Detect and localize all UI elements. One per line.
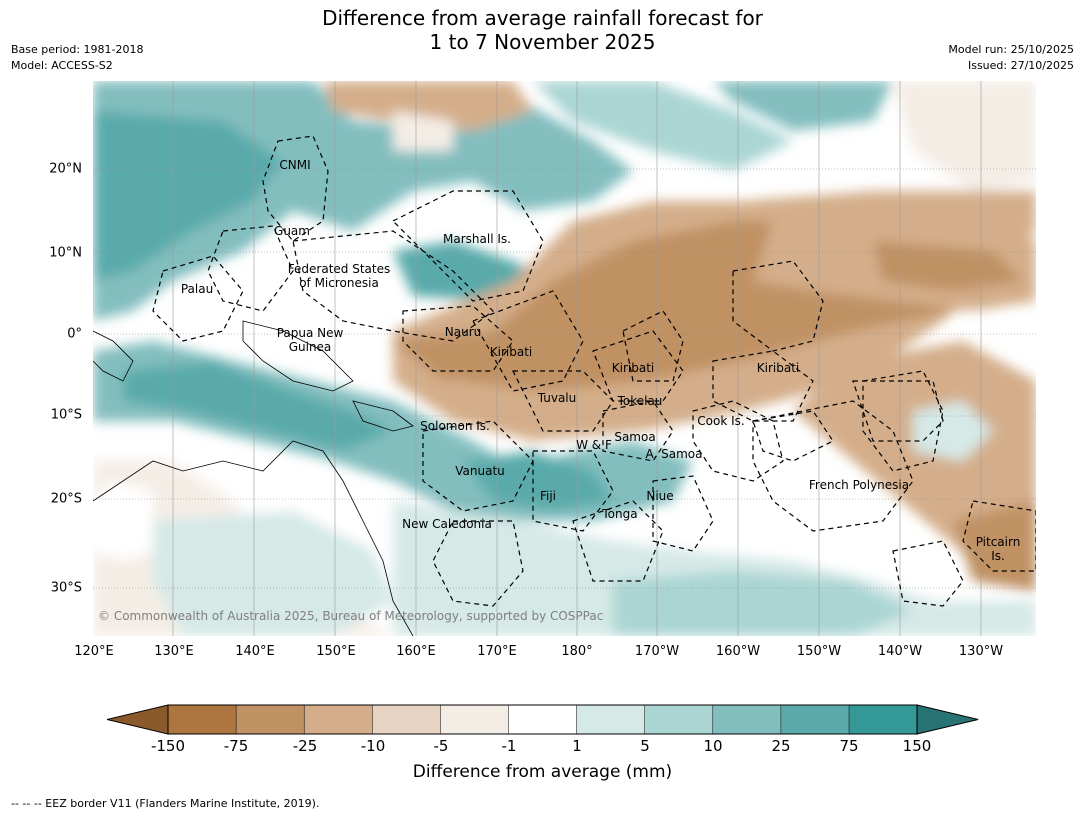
label-fsm: Federated States of Micronesia xyxy=(287,262,391,290)
colorbar-segment xyxy=(440,704,510,735)
base-period: Base period: 1981-2018 xyxy=(11,43,144,56)
lon-tick: 170°W xyxy=(634,644,680,659)
colorbar-segment xyxy=(780,704,850,735)
lat-tick: 0° xyxy=(67,326,82,342)
colorbar-title: Difference from average (mm) xyxy=(412,762,673,782)
label-french-polynesia: French Polynesia xyxy=(808,478,910,492)
colorbar-tick: 25 xyxy=(771,737,791,755)
lat-tick: 20°S xyxy=(50,491,82,507)
colorbar-segment xyxy=(235,704,305,735)
label-cook: Cook Is. xyxy=(697,414,745,428)
model-name: Model: ACCESS-S2 xyxy=(11,59,113,72)
label-fiji: Fiji xyxy=(539,489,557,503)
issued-date: Issued: 27/10/2025 xyxy=(967,59,1074,72)
label-kiribati-west: Kiribati xyxy=(489,345,533,359)
meridians xyxy=(172,81,982,636)
colorbar-tick: -150 xyxy=(150,737,186,755)
lat-tick: 10°N xyxy=(49,245,82,261)
label-pitcairn: Pitcairn Is. xyxy=(975,535,1021,563)
label-guam: Guam xyxy=(274,224,310,238)
lon-tick: 140°W xyxy=(877,644,923,659)
lon-tick: 120°E xyxy=(74,644,114,659)
map-title: Difference from average rainfall forecas… xyxy=(0,6,1085,54)
colorbar-segment xyxy=(167,704,237,735)
eez-footnote: -- -- -- EEZ border V11 (Flanders Marine… xyxy=(11,797,320,810)
label-palau: Palau xyxy=(180,282,214,296)
label-marshall: Marshall Is. xyxy=(443,232,511,246)
colorbar-segment xyxy=(848,704,918,735)
label-tokelau: Tokelau xyxy=(617,394,663,408)
title-line-2: 1 to 7 November 2025 xyxy=(429,30,656,54)
label-american-samoa: A. Samoa xyxy=(645,447,703,461)
colorbar-extend-min xyxy=(107,704,169,735)
colorbar-tick: 10 xyxy=(703,737,723,755)
lat-tick: 10°S xyxy=(50,407,82,423)
coastlines xyxy=(93,320,414,636)
lat-tick: 20°N xyxy=(49,161,82,177)
colorbar-segment xyxy=(576,704,646,735)
label-wallis-futuna: W & F xyxy=(576,438,612,452)
colorbar-segment xyxy=(644,704,714,735)
label-new-caledonia: New Caledonia xyxy=(402,517,492,531)
colorbar-tick: 150 xyxy=(902,737,932,755)
meta-left: Base period: 1981-2018 Model: ACCESS-S2 xyxy=(11,42,143,74)
copyright-notice: © Commonwealth of Australia 2025, Bureau… xyxy=(98,609,604,623)
lon-tick: 160°E xyxy=(396,644,436,659)
lon-tick: 150°W xyxy=(796,644,842,659)
lon-tick: 140°E xyxy=(235,644,275,659)
model-run: Model run: 25/10/2025 xyxy=(948,43,1074,56)
colorbar-segment xyxy=(508,704,578,735)
label-kiribati-east: Kiribati xyxy=(756,361,800,375)
label-kiribati-central: Kiribati xyxy=(611,361,655,375)
colorbar-tick: -1 xyxy=(501,737,517,755)
lon-tick: 180° xyxy=(561,644,593,659)
meta-right: Model run: 25/10/2025 Issued: 27/10/2025 xyxy=(948,42,1074,74)
lon-tick: 150°E xyxy=(316,644,356,659)
title-line-1: Difference from average rainfall forecas… xyxy=(322,6,763,30)
label-vanuatu: Vanuatu xyxy=(455,464,505,478)
rainfall-map xyxy=(93,81,1036,636)
label-tuvalu: Tuvalu xyxy=(537,391,577,405)
colorbar-tick: -5 xyxy=(433,737,449,755)
lon-tick: 130°E xyxy=(154,644,194,659)
label-solomon: Solomon Is. xyxy=(420,419,490,433)
colorbar-tick: 75 xyxy=(839,737,859,755)
colorbar-tick: 1 xyxy=(572,737,582,755)
label-samoa: Samoa xyxy=(614,430,656,444)
colorbar-segments xyxy=(107,704,979,735)
colorbar-extend-max xyxy=(916,704,979,735)
graticule xyxy=(93,168,1036,589)
colorbar-tick: -10 xyxy=(360,737,386,755)
colorbar-tick: -75 xyxy=(223,737,249,755)
label-tonga: Tonga xyxy=(602,507,638,521)
colorbar-segment xyxy=(303,704,374,735)
colorbar-tick: -25 xyxy=(292,737,318,755)
colorbar-segment xyxy=(712,704,782,735)
label-nauru: Nauru xyxy=(444,325,482,339)
colorbar-tick: 5 xyxy=(640,737,650,755)
colorbar-segment xyxy=(372,704,442,735)
lon-tick: 160°W xyxy=(715,644,761,659)
label-png: Papua New Guinea xyxy=(276,326,344,354)
lon-tick: 130°W xyxy=(958,644,1004,659)
colorbar xyxy=(107,704,979,735)
lat-tick: 30°S xyxy=(50,580,82,596)
label-niue: Niue xyxy=(646,489,674,503)
eez-borders xyxy=(152,135,1036,607)
label-cnmi: CNMI xyxy=(279,158,311,172)
lon-tick: 170°E xyxy=(477,644,517,659)
